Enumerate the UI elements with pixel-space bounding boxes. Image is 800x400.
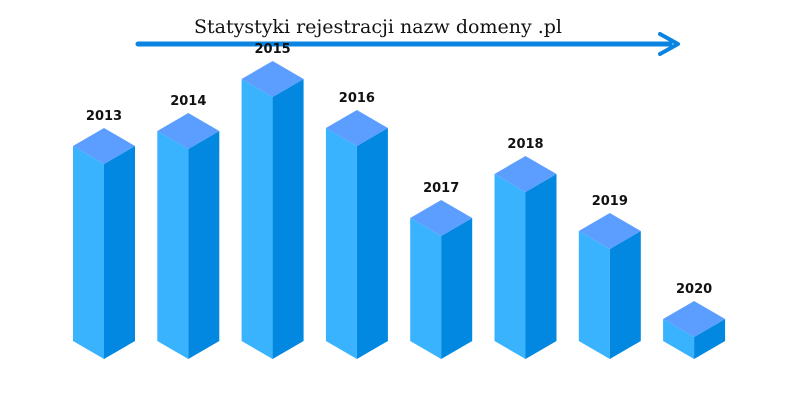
bar-label-2020: 2020: [676, 282, 712, 297]
bar-label-2014: 2014: [170, 94, 206, 109]
bar-label-2013: 2013: [86, 109, 122, 124]
bar-2017: 2017: [410, 181, 473, 359]
bar-front-face: [325, 128, 357, 359]
bars: 2013 2014 2015 2016 2017 2018 2019 2020: [73, 42, 726, 359]
bar-top-face: [241, 61, 304, 97]
title-arrow-head: [658, 32, 680, 56]
bar-2013: 2013: [73, 109, 135, 359]
bar-label-2016: 2016: [339, 91, 375, 106]
bar-front-face: [73, 146, 104, 359]
bar-front-face: [241, 79, 273, 359]
bar-side-face: [694, 319, 726, 359]
title-arrow: [135, 32, 680, 56]
bar-label-2018: 2018: [507, 137, 543, 152]
bar-2015: 2015: [241, 42, 304, 359]
bar-label-2017: 2017: [423, 181, 459, 196]
bar-2018: 2018: [494, 137, 557, 359]
bar-side-face: [188, 131, 220, 359]
bar-top-face: [578, 213, 641, 249]
bar-top-face: [325, 110, 388, 146]
bar-label-2015: 2015: [255, 42, 291, 57]
chart-title: Statystyki rejestracji nazw domeny .pl: [194, 16, 562, 38]
bar-front-face: [494, 174, 526, 359]
bar-side-face: [441, 218, 473, 359]
bar-top-face: [410, 200, 473, 236]
bar-side-face: [104, 146, 135, 359]
bar-front-face: [663, 319, 695, 359]
bar-top-face: [157, 113, 220, 149]
bar-2020: 2020: [663, 282, 726, 359]
bar-front-face: [578, 231, 610, 359]
bar-2014: 2014: [157, 94, 220, 359]
bar-side-face: [609, 231, 641, 359]
bar-front-face: [157, 131, 189, 359]
bar-front-face: [410, 218, 442, 359]
bar-top-face: [494, 156, 557, 192]
bar-top-face: [73, 128, 135, 164]
bar-side-face: [272, 79, 304, 359]
bar-2019: 2019: [578, 194, 641, 359]
bar-top-face: [663, 301, 726, 337]
bar-side-face: [356, 128, 388, 359]
bar-label-2019: 2019: [592, 194, 628, 209]
bar-2016: 2016: [325, 91, 388, 359]
bar-side-face: [525, 174, 557, 359]
